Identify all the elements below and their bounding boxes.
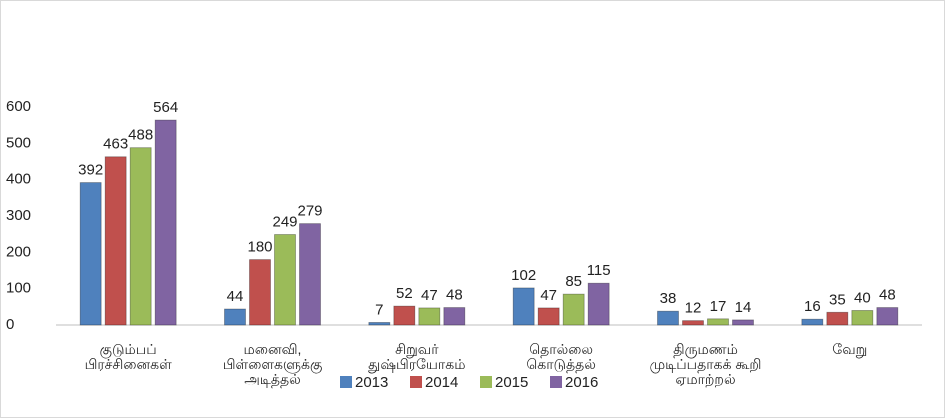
bar <box>443 307 466 326</box>
data-label: 180 <box>247 239 272 256</box>
x-tick-label: மனைவி, பிள்ளைகளுக்கு அடித்தல் <box>222 341 323 387</box>
bar <box>801 318 824 326</box>
data-label: 44 <box>227 288 244 305</box>
legend-label: 2013 <box>355 374 388 391</box>
bar <box>537 307 560 326</box>
bar <box>249 259 271 326</box>
data-label: 102 <box>511 267 536 284</box>
y-tick-label: 600 <box>6 98 31 115</box>
data-label: 85 <box>565 273 582 290</box>
data-label: 392 <box>78 162 103 179</box>
data-label: 17 <box>710 298 727 315</box>
bar <box>299 223 321 326</box>
bar <box>129 147 152 326</box>
data-label: 40 <box>854 289 871 306</box>
x-tick-label: தொல்லை கொடுத்தல் <box>526 341 596 372</box>
legend-label: 2015 <box>495 374 528 391</box>
bar <box>587 282 610 326</box>
data-label: 16 <box>804 298 821 315</box>
y-tick-label: 500 <box>6 134 31 151</box>
bar <box>826 311 849 326</box>
bar <box>562 293 585 326</box>
x-tick-label: வேறு <box>832 341 868 357</box>
data-label: 12 <box>685 300 702 317</box>
bar <box>274 234 296 326</box>
bar <box>657 310 679 326</box>
bar <box>682 320 704 326</box>
legend-swatch <box>410 376 422 388</box>
legend-swatch <box>340 376 352 388</box>
legend-swatch <box>480 376 492 388</box>
data-label: 48 <box>446 287 463 304</box>
y-tick-label: 200 <box>6 243 31 260</box>
x-tick-label: திருமணம் முடிப்பதாகக் கூறி ஏமாற்றல் <box>649 341 762 387</box>
data-label: 279 <box>297 203 322 220</box>
data-label: 115 <box>587 262 611 279</box>
data-label: 52 <box>396 285 413 302</box>
bar <box>368 322 391 326</box>
data-label: 564 <box>153 99 178 116</box>
data-label: 35 <box>829 291 846 308</box>
bar <box>79 182 102 326</box>
bar <box>732 319 754 326</box>
data-label: 463 <box>103 136 128 153</box>
y-tick-label: 300 <box>6 207 31 224</box>
bar <box>418 307 441 326</box>
legend-label: 2014 <box>425 374 458 391</box>
x-tick-label: குடும்பப் பிரச்சினைகள் <box>84 341 172 372</box>
bar <box>104 156 127 326</box>
bar <box>851 310 874 326</box>
legend-swatch <box>550 376 562 388</box>
bar <box>512 287 535 326</box>
bar <box>393 305 416 326</box>
y-tick-label: 0 <box>6 316 14 333</box>
data-label: 47 <box>540 287 557 304</box>
legend-label: 2016 <box>565 374 598 391</box>
bar <box>707 318 729 326</box>
bar <box>224 308 246 326</box>
bar <box>154 119 177 326</box>
data-label: 249 <box>272 213 297 230</box>
bar <box>876 307 899 326</box>
y-tick-label: 400 <box>6 171 31 188</box>
data-label: 14 <box>735 299 752 316</box>
data-label: 7 <box>375 301 383 318</box>
x-tick-label: சிறுவர் துஷ்பிரயோகம் <box>368 341 466 372</box>
data-label: 48 <box>879 287 896 304</box>
data-label: 47 <box>421 287 438 304</box>
data-label: 38 <box>660 290 677 307</box>
y-tick-label: 100 <box>6 280 31 297</box>
data-label: 488 <box>128 127 153 144</box>
